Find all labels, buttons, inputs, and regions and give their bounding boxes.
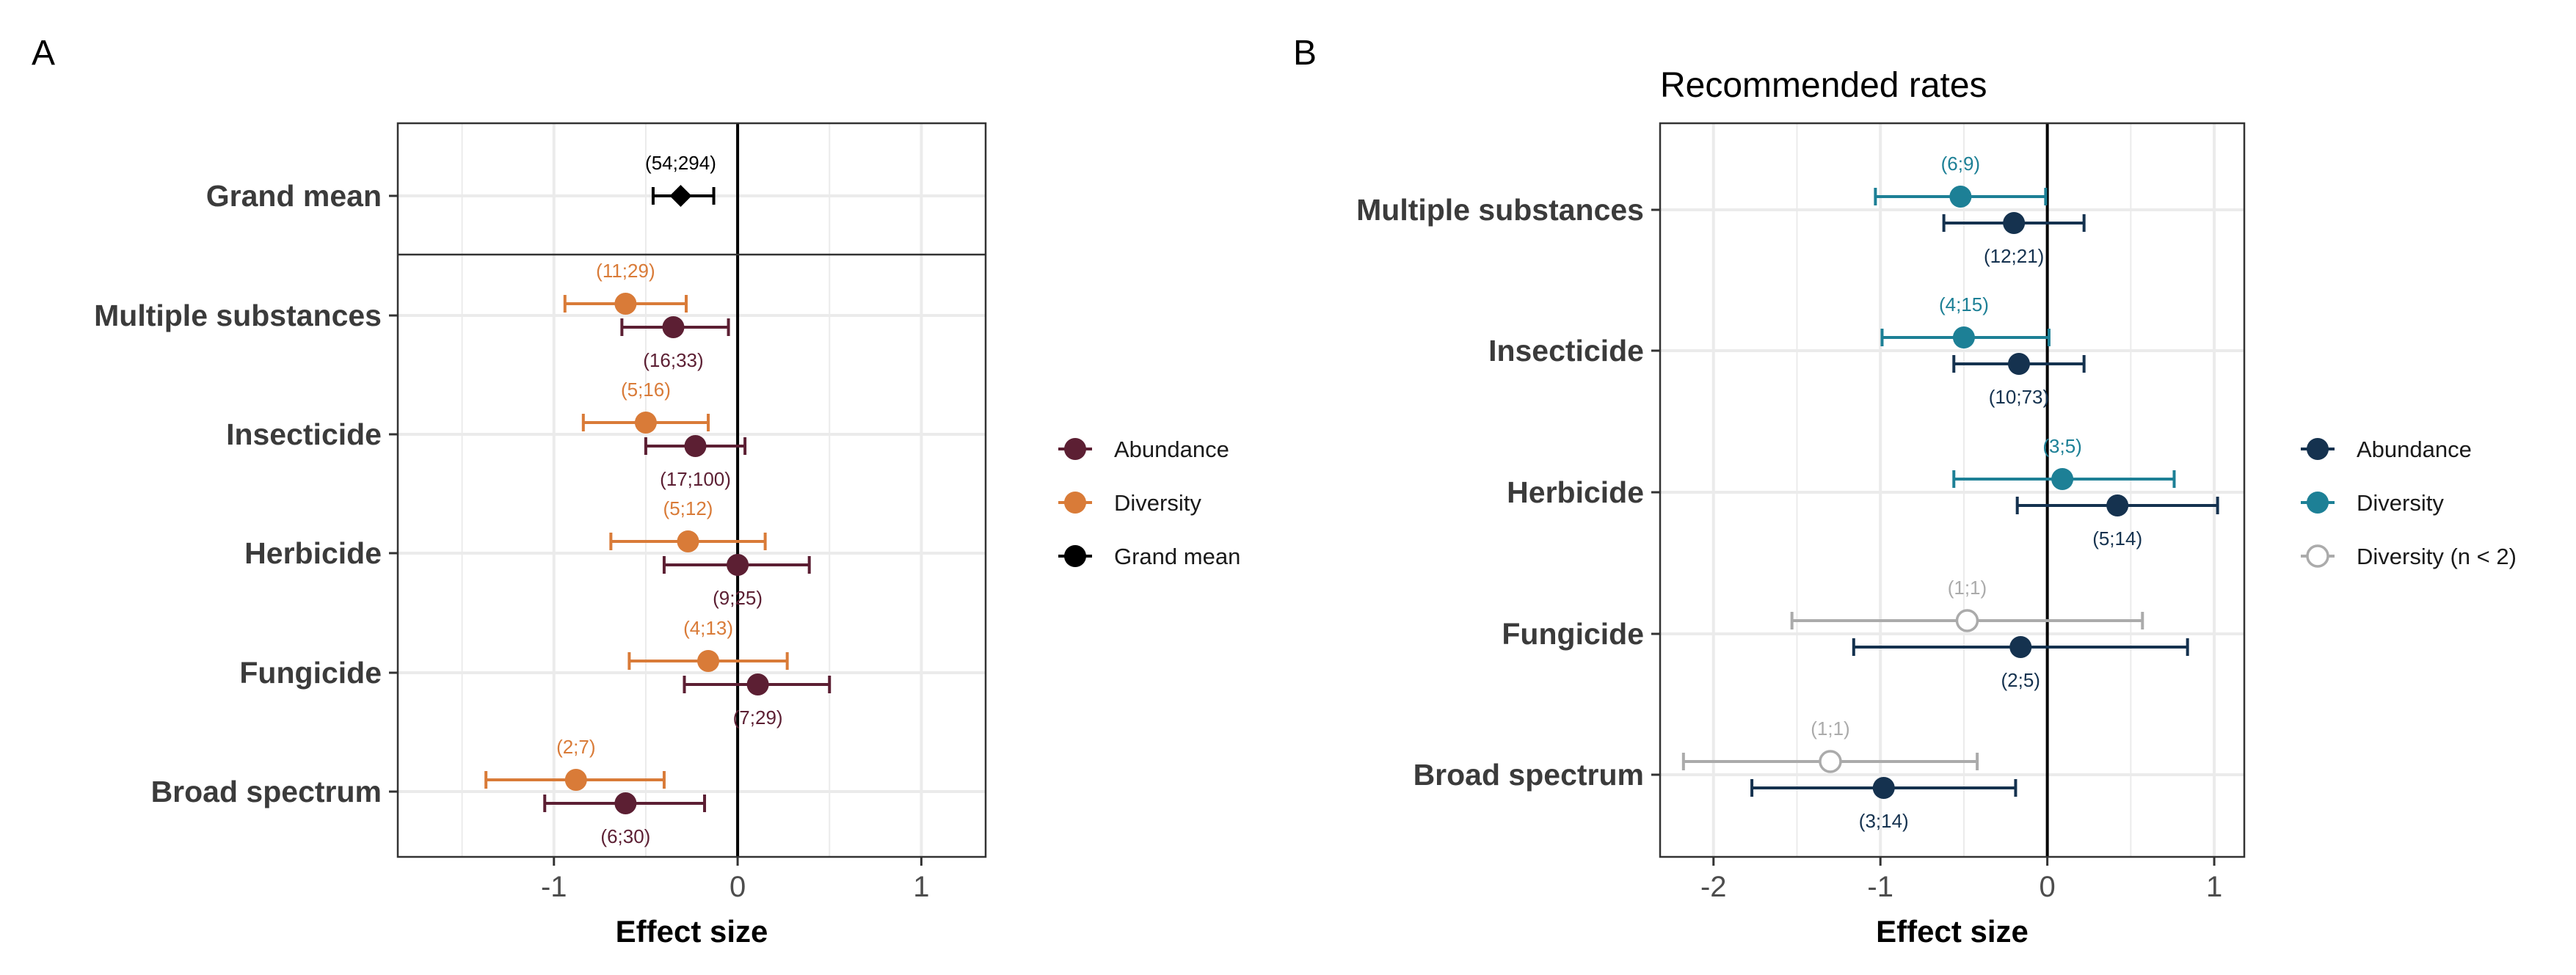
panel-a-tag: A [32, 34, 55, 73]
point-estimate-diversity-broad-spectrum [564, 769, 587, 791]
point-estimate-diversity-n-2-broad-spectrum [1819, 750, 1842, 773]
data-label-abundance-fungicide: (2;5) [2001, 669, 2040, 691]
panel-a-plot-border [396, 122, 987, 858]
data-label-diversity-herbicide: (3;5) [2042, 435, 2081, 457]
point-estimate-diversity-herbicide [677, 530, 699, 552]
data-label-diversity-multiple-substances: (6;9) [1941, 153, 1980, 175]
panel-b-tag: B [1293, 34, 1317, 73]
x-tick-label: 0 [2040, 871, 2056, 903]
legend-key-marker [2307, 492, 2329, 514]
legend-label: Abundance [2357, 437, 2472, 462]
point-estimate-diversity-multiple-substances [614, 293, 637, 315]
data-label-diversity-broad-spectrum: (2;7) [556, 736, 595, 758]
x-tick-label: -1 [541, 871, 567, 903]
point-estimate-grand-mean-grand-mean [669, 185, 692, 207]
category-label-multiple-substances: Multiple substances [1356, 193, 1644, 227]
x-tick-label: -1 [1867, 871, 1893, 903]
point-estimate-abundance-broad-spectrum [1872, 777, 1895, 799]
panel-b-chart: Multiple substances Insecticide Herbicide F… [1356, 66, 2517, 949]
point-estimate-abundance-herbicide [727, 554, 749, 576]
category-label-herbicide: Herbicide [244, 536, 382, 570]
point-estimate-diversity-insecticide [634, 412, 657, 434]
point-estimate-abundance-multiple-substances [662, 316, 685, 338]
category-label-insecticide: Insecticide [226, 417, 382, 451]
legend-key-marker [2306, 544, 2329, 568]
point-estimate-diversity-multiple-substances [1949, 186, 1972, 208]
data-label-abundance-insecticide: (10;73) [1989, 386, 2049, 408]
point-estimate-abundance-insecticide [684, 435, 707, 457]
point-estimate-diversity-fungicide [697, 650, 720, 672]
category-label-broad-spectrum: Broad spectrum [151, 775, 382, 808]
panel-b-title: Recommended rates [1660, 66, 1987, 105]
legend-item-diversity: Diversity [1058, 490, 1201, 516]
data-label-diversity-insecticide: (5;16) [621, 379, 671, 401]
point-estimate-abundance-multiple-substances [2003, 212, 2026, 234]
x-tick-label: 1 [2206, 871, 2222, 903]
panel-a-plot-background [398, 123, 986, 857]
data-label-abundance-fungicide: (7;29) [733, 706, 783, 728]
data-label-abundance-broad-spectrum: (6;30) [600, 825, 650, 847]
x-tick-label: 1 [913, 871, 929, 903]
legend-key-marker [2307, 438, 2329, 460]
legend-label: Diversity [1114, 490, 1201, 516]
category-label-broad-spectrum: Broad spectrum [1413, 758, 1644, 792]
legend-label: Abundance [1114, 437, 1229, 462]
x-tick-label: -2 [1700, 871, 1727, 903]
legend-item-abundance: Abundance [1058, 437, 1229, 462]
point-estimate-abundance-fungicide [2009, 636, 2032, 658]
legend-item-abundance: Abundance [2301, 437, 2472, 462]
panel-b-x-axis-title: Effect size [1876, 914, 2029, 949]
category-label-grand-mean: Grand mean [206, 179, 382, 213]
legend-label: Grand mean [1114, 544, 1240, 569]
panel-b-plot-background [1660, 123, 2244, 857]
legend-item-diversity: Diversity [2301, 490, 2444, 516]
x-tick-label: 0 [729, 871, 746, 903]
legend-key-marker [1064, 438, 1086, 460]
legend-item-grand-mean: Grand mean [1058, 544, 1240, 569]
data-label-abundance-broad-spectrum: (3;14) [1859, 810, 1909, 832]
data-label-diversity-multiple-substances: (11;29) [596, 260, 655, 282]
legend-key-marker [1064, 545, 1086, 567]
category-label-herbicide: Herbicide [1507, 475, 1644, 509]
legend-label: Diversity (n < 2) [2357, 544, 2517, 569]
point-estimate-abundance-fungicide [746, 673, 769, 695]
legend-label: Diversity [2357, 490, 2444, 516]
point-estimate-abundance-herbicide [2106, 494, 2129, 516]
data-label-grand-mean-grand-mean: (54;294) [645, 152, 716, 174]
category-label-fungicide: Fungicide [1502, 617, 1644, 651]
data-label-abundance-herbicide: (5;14) [2092, 527, 2142, 549]
panel-b-plot-border [1659, 122, 2246, 858]
panel-a-x-axis-title: Effect size [616, 914, 768, 949]
legend-key-marker [1064, 492, 1086, 514]
point-estimate-abundance-insecticide [2007, 353, 2030, 375]
point-estimate-diversity-n-2-fungicide [1955, 609, 1979, 632]
data-label-diversity-n-2-broad-spectrum: (1;1) [1811, 717, 1849, 740]
data-label-abundance-herbicide: (9;25) [713, 587, 763, 609]
data-label-abundance-insecticide: (17;100) [660, 468, 731, 490]
data-label-diversity-fungicide: (4;13) [683, 617, 733, 639]
data-label-diversity-n-2-fungicide: (1;1) [1948, 577, 1987, 599]
point-estimate-abundance-broad-spectrum [614, 792, 637, 814]
data-label-diversity-herbicide: (5;12) [663, 497, 713, 519]
data-label-abundance-multiple-substances: (16;33) [643, 349, 703, 371]
category-label-insecticide: Insecticide [1488, 334, 1644, 368]
data-label-abundance-multiple-substances: (12;21) [1984, 245, 2044, 267]
legend-item-diversity-n-2: Diversity (n < 2) [2301, 544, 2517, 569]
point-estimate-diversity-insecticide [1952, 326, 1975, 348]
panel-a-chart: Grand mean Multiple substances Insecticide… [94, 122, 1240, 949]
category-label-multiple-substances: Multiple substances [94, 299, 382, 332]
data-label-diversity-insecticide: (4;15) [1939, 293, 1989, 315]
category-label-fungicide: Fungicide [239, 656, 382, 690]
point-estimate-diversity-herbicide [2051, 468, 2074, 490]
